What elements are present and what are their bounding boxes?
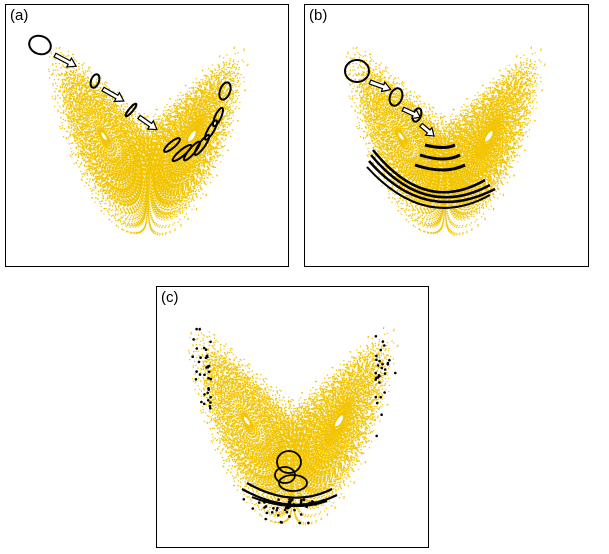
folded-blob-1	[163, 137, 181, 153]
panel-a-figure	[28, 34, 249, 236]
arrow-icon	[137, 114, 158, 131]
folded-blob-4	[193, 134, 211, 156]
folded-blob-6	[211, 106, 225, 128]
arrow-icon	[418, 122, 435, 137]
phase-blob-sequence-b	[344, 59, 496, 209]
folded-sheet-3	[368, 160, 496, 204]
blob-3	[278, 474, 308, 492]
folded-sheet-7	[414, 163, 466, 172]
initial-blob	[344, 59, 370, 83]
flow-arrows-a	[53, 52, 158, 131]
arrow-icon	[368, 79, 392, 93]
folded-sheet-4	[366, 166, 491, 209]
panel-label: (c)	[161, 289, 179, 306]
phase-blob-sequence-a	[28, 34, 232, 163]
arrow-icon	[401, 106, 422, 120]
dispersed-ensemble-dots	[191, 327, 397, 525]
panel-a: (a)	[5, 4, 289, 267]
folded-blob-7	[218, 81, 232, 101]
initial-blob	[28, 34, 52, 56]
panel-label: (a)	[10, 7, 28, 24]
lorenz-attractor-c	[188, 326, 399, 526]
folded-sheet-1	[372, 149, 486, 194]
panel-b-figure	[344, 46, 546, 236]
phase-blob-sequence-c	[241, 450, 338, 508]
panel-label: (b)	[309, 7, 327, 24]
folded-sheet-6	[419, 153, 461, 161]
folded-sheet-1	[246, 482, 333, 499]
stretched-blob-1	[388, 87, 404, 107]
folded-blob-5	[203, 119, 219, 141]
panel-c: (c)	[156, 286, 429, 548]
folded-blob-2	[171, 143, 193, 163]
flow-arrows-b	[368, 79, 435, 137]
stretched-blob-2	[124, 102, 138, 118]
panel-c-figure	[188, 326, 399, 526]
stretched-blob-1	[89, 73, 101, 89]
panel-b: (b)	[304, 4, 589, 267]
folded-sheet-2	[370, 154, 491, 199]
arrow-icon	[101, 86, 125, 102]
folded-sheet-2	[241, 488, 338, 506]
folded-sheet-3	[251, 496, 328, 508]
arrow-icon	[53, 52, 78, 68]
lorenz-attractor-a	[48, 46, 249, 236]
blob-1	[276, 450, 302, 474]
folded-sheet-5	[424, 143, 456, 149]
